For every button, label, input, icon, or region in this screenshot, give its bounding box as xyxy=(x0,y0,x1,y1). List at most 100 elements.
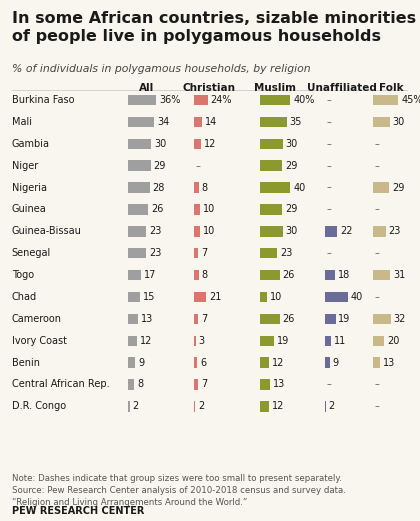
Text: 35: 35 xyxy=(289,117,302,127)
Text: Guinea-Bissau: Guinea-Bissau xyxy=(12,226,81,237)
Bar xyxy=(194,226,200,237)
Text: 2: 2 xyxy=(329,401,335,412)
Text: 12: 12 xyxy=(204,139,216,149)
Bar xyxy=(260,270,280,280)
Text: Unaffiliated: Unaffiliated xyxy=(307,83,377,93)
Bar xyxy=(194,357,197,368)
Text: 22: 22 xyxy=(340,226,353,237)
Bar xyxy=(260,182,291,193)
Text: % of individuals in polygamous households, by religion: % of individuals in polygamous household… xyxy=(12,64,310,74)
Bar xyxy=(194,117,202,127)
Text: Muslim: Muslim xyxy=(254,83,296,93)
Bar xyxy=(260,95,291,105)
Text: Niger: Niger xyxy=(12,160,38,171)
Text: –: – xyxy=(374,204,379,215)
Bar xyxy=(128,357,135,368)
Bar xyxy=(128,336,137,346)
Text: 11: 11 xyxy=(334,336,346,346)
Text: 36%: 36% xyxy=(159,95,180,105)
Text: 13: 13 xyxy=(383,357,395,368)
Bar xyxy=(128,226,146,237)
Bar xyxy=(373,314,391,324)
Text: 28: 28 xyxy=(153,182,165,193)
Text: 30: 30 xyxy=(393,117,405,127)
Text: 30: 30 xyxy=(154,139,166,149)
Text: 9: 9 xyxy=(138,357,144,368)
Text: 31: 31 xyxy=(393,270,405,280)
Text: 12: 12 xyxy=(272,401,284,412)
Text: Christian: Christian xyxy=(182,83,235,93)
Text: 23: 23 xyxy=(388,226,401,237)
Bar xyxy=(325,292,347,302)
Bar xyxy=(260,314,280,324)
Text: 19: 19 xyxy=(339,314,351,324)
Text: 8: 8 xyxy=(137,379,143,390)
Text: 23: 23 xyxy=(149,248,161,258)
Text: –: – xyxy=(326,160,331,171)
Text: 23: 23 xyxy=(149,226,161,237)
Text: –: – xyxy=(326,182,331,193)
Bar xyxy=(260,357,269,368)
Text: Chad: Chad xyxy=(12,292,37,302)
Bar xyxy=(128,292,140,302)
Text: Senegal: Senegal xyxy=(12,248,51,258)
Text: Ivory Coast: Ivory Coast xyxy=(12,336,67,346)
Text: Gambia: Gambia xyxy=(12,139,50,149)
Bar xyxy=(260,336,274,346)
Text: –: – xyxy=(326,139,331,149)
Text: 19: 19 xyxy=(277,336,289,346)
Bar xyxy=(128,379,134,390)
Text: 45%: 45% xyxy=(401,95,420,105)
Text: –: – xyxy=(326,95,331,105)
Text: –: – xyxy=(196,160,201,171)
Text: 9: 9 xyxy=(333,357,339,368)
Bar xyxy=(194,292,206,302)
Text: Benin: Benin xyxy=(12,357,40,368)
Bar xyxy=(260,117,286,127)
Text: 26: 26 xyxy=(283,314,295,324)
Bar xyxy=(260,226,283,237)
Text: 13: 13 xyxy=(141,314,153,324)
Text: Note: Dashes indicate that group sizes were too small to present separately.
Sou: Note: Dashes indicate that group sizes w… xyxy=(12,474,346,507)
Text: 6: 6 xyxy=(200,357,207,368)
Text: 18: 18 xyxy=(338,270,350,280)
Text: 30: 30 xyxy=(286,226,298,237)
Text: –: – xyxy=(374,248,379,258)
Text: –: – xyxy=(374,379,379,390)
Text: 29: 29 xyxy=(153,160,166,171)
Text: 32: 32 xyxy=(394,314,406,324)
Text: –: – xyxy=(326,204,331,215)
Text: 2: 2 xyxy=(198,401,205,412)
Bar xyxy=(325,336,331,346)
Text: 20: 20 xyxy=(387,336,399,346)
Text: –: – xyxy=(326,379,331,390)
Bar xyxy=(128,248,146,258)
Bar xyxy=(128,270,141,280)
Bar xyxy=(128,117,155,127)
Bar xyxy=(194,379,198,390)
Text: Guinea: Guinea xyxy=(12,204,47,215)
Text: 29: 29 xyxy=(392,182,404,193)
Bar xyxy=(325,401,326,412)
Text: 10: 10 xyxy=(270,292,283,302)
Text: Nigeria: Nigeria xyxy=(12,182,47,193)
Text: 17: 17 xyxy=(144,270,157,280)
Bar xyxy=(373,117,390,127)
Bar xyxy=(373,357,380,368)
Text: Mali: Mali xyxy=(12,117,32,127)
Bar xyxy=(194,270,199,280)
Text: 7: 7 xyxy=(201,314,207,324)
Text: Central African Rep.: Central African Rep. xyxy=(12,379,109,390)
Bar xyxy=(194,314,198,324)
Bar xyxy=(260,204,282,215)
Bar xyxy=(260,248,277,258)
Text: 29: 29 xyxy=(285,204,297,215)
Text: 10: 10 xyxy=(203,204,215,215)
Text: 12: 12 xyxy=(272,357,284,368)
Text: 23: 23 xyxy=(280,248,293,258)
Text: –: – xyxy=(374,401,379,412)
Bar xyxy=(325,314,336,324)
Bar xyxy=(194,248,198,258)
Text: PEW RESEARCH CENTER: PEW RESEARCH CENTER xyxy=(12,506,144,516)
Bar xyxy=(260,160,282,171)
